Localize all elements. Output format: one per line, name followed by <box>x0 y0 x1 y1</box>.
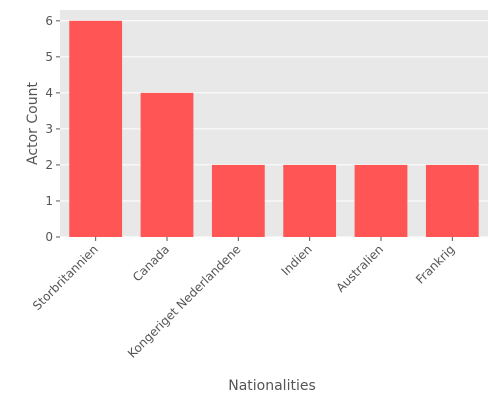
x-axis-label: Nationalities <box>228 378 316 394</box>
y-tick-label: 5 <box>45 50 53 64</box>
x-tick-label: Australien <box>333 242 386 295</box>
bar-australien <box>354 164 408 237</box>
y-tick-label: 6 <box>45 14 53 28</box>
plot-area <box>60 10 488 237</box>
bar-canada <box>140 92 194 237</box>
x-tick-label: Kongeriget Nederlandene <box>125 242 244 361</box>
y-axis-label: Actor Count <box>25 82 41 165</box>
y-tick-label: 1 <box>45 194 53 208</box>
x-tick-label: Canada <box>130 242 172 284</box>
bar-kongeriget-nederlandene <box>211 164 265 237</box>
bar-storbritannien <box>69 20 123 237</box>
bar-frankrig <box>425 164 479 237</box>
bar-indien <box>283 164 337 237</box>
x-tick-label: Storbritannien <box>30 242 101 313</box>
x-tick-label: Indien <box>279 242 315 278</box>
y-tick-label: 4 <box>45 86 53 100</box>
y-tick-label: 2 <box>45 158 53 172</box>
y-tick-label: 0 <box>45 230 53 244</box>
bars <box>69 20 479 237</box>
x-tick-label: Frankrig <box>413 242 457 286</box>
y-tick-label: 3 <box>45 122 53 136</box>
y-axis-ticks: 0 1 2 3 4 5 6 <box>45 14 60 244</box>
gridlines <box>60 20 488 238</box>
